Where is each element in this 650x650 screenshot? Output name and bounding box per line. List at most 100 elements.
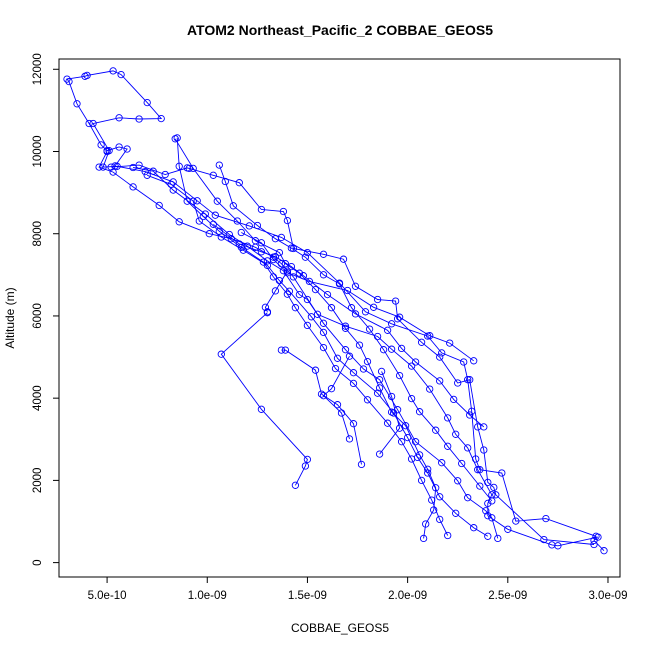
- data-point: [407, 455, 416, 463]
- data-point: [237, 228, 245, 237]
- series-line: [133, 167, 499, 539]
- data-point: [233, 217, 241, 225]
- data-point: [395, 313, 404, 321]
- data-point: [303, 321, 312, 330]
- data-point: [387, 408, 396, 416]
- data-point: [438, 349, 446, 357]
- data-point: [169, 178, 177, 186]
- data-point: [395, 424, 404, 432]
- series-line: [213, 223, 485, 428]
- data-point: [484, 478, 492, 487]
- data-point: [494, 534, 502, 543]
- data-point: [470, 357, 478, 365]
- series-line: [322, 355, 350, 440]
- data-point: [167, 180, 175, 189]
- data-point: [466, 411, 474, 419]
- data-point: [97, 141, 105, 149]
- data-point: [454, 379, 462, 387]
- data-point: [107, 163, 115, 171]
- data-point: [245, 222, 253, 230]
- data-point: [263, 309, 272, 317]
- data-point: [375, 450, 384, 458]
- data-point: [482, 507, 490, 515]
- data-point: [484, 499, 492, 508]
- data-point: [343, 286, 352, 295]
- data-point: [109, 67, 117, 75]
- data-point: [349, 379, 358, 388]
- data-point: [303, 455, 312, 464]
- data-point: [81, 72, 89, 80]
- data-point: [99, 163, 107, 171]
- data-point: [215, 227, 223, 235]
- data-point: [323, 290, 332, 299]
- data-point: [480, 423, 488, 431]
- data-point: [365, 325, 374, 333]
- data-point: [327, 385, 336, 393]
- data-point: [417, 338, 426, 346]
- data-point: [201, 210, 209, 218]
- data-point: [345, 435, 354, 443]
- data-point: [311, 366, 320, 374]
- x-tick-label: 2.0e-09: [388, 590, 427, 602]
- data-point: [303, 295, 312, 304]
- data-point: [221, 177, 229, 186]
- data-point: [319, 328, 328, 337]
- data-point: [199, 212, 207, 221]
- data-point: [474, 466, 482, 474]
- data-point: [189, 164, 197, 173]
- data-point: [424, 465, 432, 473]
- data-point: [257, 205, 266, 214]
- series-line: [174, 138, 437, 539]
- data-point: [411, 358, 420, 366]
- data-point: [341, 346, 350, 354]
- data-point: [281, 346, 290, 354]
- data-point: [155, 201, 163, 210]
- data-point: [422, 520, 430, 528]
- data-point: [337, 409, 346, 417]
- data-point: [171, 135, 179, 143]
- data-point: [257, 239, 266, 247]
- data-point: [444, 531, 452, 540]
- data-point: [225, 230, 233, 239]
- data-point: [277, 260, 286, 268]
- data-point: [209, 171, 217, 179]
- data-point: [143, 171, 151, 179]
- data-point: [415, 408, 424, 416]
- data-point: [161, 170, 169, 179]
- data-point: [436, 515, 444, 524]
- data-point: [213, 197, 221, 205]
- series-line: [241, 232, 474, 362]
- series-line: [66, 70, 605, 552]
- data-point: [135, 161, 143, 169]
- data-point: [269, 255, 278, 264]
- data-point: [269, 273, 278, 281]
- data-point: [363, 357, 372, 366]
- data-point: [283, 267, 292, 275]
- data-point: [109, 168, 117, 176]
- data-point: [283, 290, 292, 298]
- data-point: [415, 451, 424, 459]
- data-point: [397, 344, 406, 353]
- data-point: [484, 512, 492, 520]
- data-point: [175, 162, 183, 170]
- data-point: [446, 339, 454, 347]
- data-point: [135, 115, 143, 123]
- data-point: [253, 221, 262, 230]
- data-point: [175, 218, 183, 226]
- data-point: [542, 514, 550, 523]
- data-point: [235, 179, 243, 187]
- data-point: [383, 419, 392, 427]
- series-line: [176, 137, 449, 536]
- data-point: [426, 385, 434, 393]
- data-point: [73, 100, 81, 108]
- data-point: [444, 414, 452, 422]
- data-point: [89, 119, 97, 128]
- data-point: [373, 389, 382, 397]
- data-point: [303, 248, 312, 257]
- data-point: [259, 258, 268, 266]
- data-point: [430, 506, 438, 514]
- data-point: [281, 260, 290, 268]
- data-point: [149, 167, 157, 175]
- data-point: [331, 364, 340, 373]
